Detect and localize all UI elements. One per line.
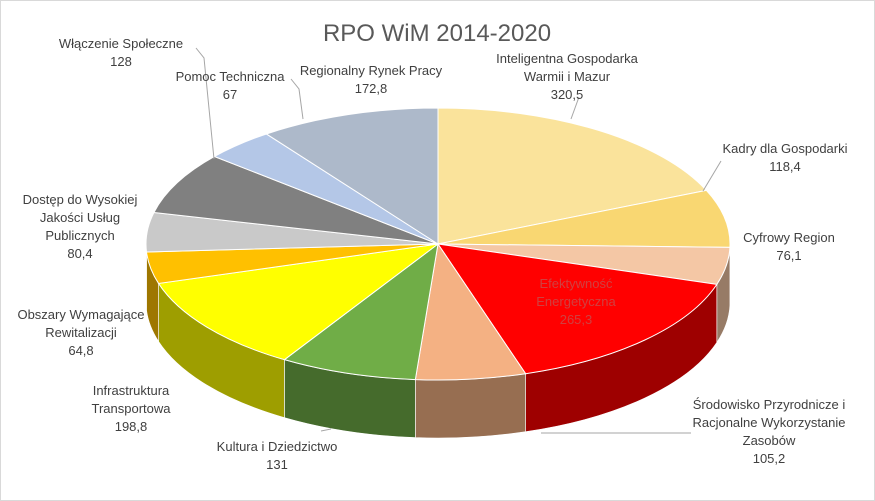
data-label-category: Cyfrowy Region <box>743 230 835 245</box>
data-label-wlaczenie-spoleczne: Włączenie Społeczne 128 <box>59 36 183 69</box>
slice-inteligentna-gospodarka-warmii-i-mazur <box>437 107 708 245</box>
data-label-value: 76,1 <box>776 248 801 263</box>
data-label-regionalny-rynek-pracy: Regionalny Rynek Pracy 172,8 <box>300 63 443 96</box>
data-label-efektywnosc-energetyczna: Efektywność Energetyczna 265,3 <box>536 276 616 327</box>
data-label-pomoc-techniczna: Pomoc Techniczna 67 <box>176 69 286 102</box>
data-label-cyfrowy-region: Cyfrowy Region 76,1 <box>743 230 835 263</box>
data-label-category: Jakości Usług <box>40 210 120 225</box>
data-label-value: 128 <box>110 54 132 69</box>
data-label-category: Warmii i Mazur <box>524 69 611 84</box>
leader-line-wlaczenie-spoleczne <box>195 47 215 160</box>
data-label-category: Inteligentna Gospodarka <box>496 51 638 66</box>
data-label-dostep-do-wysokiej-jakosci-uslug-publicznych: Dostęp do Wysokiej Jakości Usług Publiczny… <box>23 192 138 261</box>
slice-efektywnosc-energetyczna <box>436 243 718 375</box>
leader-line-inteligentna-gospodarka-warmii-i-mazur <box>570 96 580 120</box>
slice-kultura-i-dziedzictwo <box>283 242 439 381</box>
slice-side-srodowisko-przyrodnicze-i-racjonalne-wykorzystanie-zasobow <box>415 373 526 439</box>
data-label-inteligentna-gospodarka-warmii-i-mazur: Inteligentna Gospodarka Warmii i Mazur 320… <box>496 51 638 102</box>
data-label-value: 198,8 <box>115 419 148 434</box>
data-label-category: Racjonalne Wykorzystanie <box>692 415 845 430</box>
chart-title: RPO WiM 2014-2020 <box>323 20 551 47</box>
data-label-category: Kultura i Dziedzictwo <box>217 439 338 454</box>
leader-line-kadry-dla-gospodarki <box>702 160 722 192</box>
data-label-kultura-i-dziedzictwo: Kultura i Dziedzictwo 131 <box>217 439 338 472</box>
data-label-kadry-dla-gospodarki: Kadry dla Gospodarki 118,4 <box>722 141 847 174</box>
data-label-value: 67 <box>223 87 237 102</box>
data-label-category: Kadry dla Gospodarki <box>722 141 847 156</box>
data-label-category: Obszary Wymagające <box>17 307 144 322</box>
data-label-category: Zasobów <box>743 433 796 448</box>
data-label-category: Rewitalizacji <box>45 325 117 340</box>
data-label-value: 80,4 <box>67 246 92 261</box>
slice-regionalny-rynek-pracy <box>265 107 439 245</box>
data-label-value: 265,3 <box>560 312 593 327</box>
data-label-category: Pomoc Techniczna <box>176 69 286 84</box>
data-label-category: Regionalny Rynek Pracy <box>300 63 443 78</box>
data-label-value: 118,4 <box>769 159 801 174</box>
data-label-category: Energetyczna <box>536 294 616 309</box>
data-label-category: Dostęp do Wysokiej <box>23 192 138 207</box>
data-label-category: Efektywność <box>540 276 613 291</box>
data-label-category: Włączenie Społeczne <box>59 36 183 51</box>
data-label-value: 131 <box>266 457 288 472</box>
leader-line-pomoc-techniczna <box>290 78 304 120</box>
data-label-value: 64,8 <box>68 343 93 358</box>
slice-wlaczenie-spoleczne <box>153 155 439 245</box>
pie-slices <box>145 107 731 381</box>
data-label-category: Publicznych <box>45 228 114 243</box>
data-label-value: 320,5 <box>551 87 584 102</box>
data-label-srodowisko-przyrodnicze-i-racjonalne-wykorzystanie-zasobow: Środowisko Przyrodnicze i Racjonalne Wyko… <box>692 397 845 466</box>
slice-kadry-dla-gospodarki <box>437 189 731 248</box>
data-label-category: Transportowa <box>92 401 172 416</box>
data-label-category: Środowisko Przyrodnicze i <box>693 397 846 412</box>
data-label-infrastruktura-transportowa: Infrastruktura Transportowa 198,8 <box>92 383 172 434</box>
data-labels: Inteligentna Gospodarka Warmii i Mazur 320… <box>17 36 847 472</box>
leader-lines <box>195 47 722 434</box>
data-label-category: Infrastruktura <box>93 383 170 398</box>
data-label-value: 172,8 <box>355 81 388 96</box>
leader-line-kultura-i-dziedzictwo <box>320 428 332 432</box>
data-label-obszary-wymagajace-rewitalizacji: Obszary Wymagające Rewitalizacji 64,8 <box>17 307 144 358</box>
slice-infrastruktura-transportowa <box>157 243 439 361</box>
data-label-value: 105,2 <box>753 451 786 466</box>
